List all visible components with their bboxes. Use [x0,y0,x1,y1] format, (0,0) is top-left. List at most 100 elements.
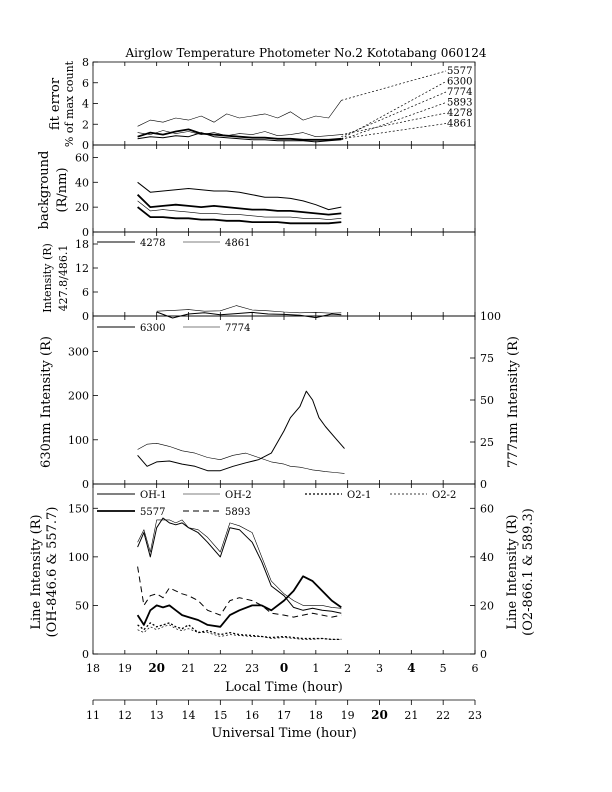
legend-label-4278: 4278 [140,238,165,249]
y-tick-label-left: 60 [75,151,89,164]
series-line-fit-5577 [137,128,342,141]
x-tick-label-local: 23 [245,662,259,675]
y-tick-label-left: 6 [82,77,89,90]
legend-label-oh1: OH-1 [140,490,167,501]
legend-label-7774: 7774 [225,323,250,334]
y-tick-label-left: 6 [82,286,89,299]
y-axis-label-fit-error-units: % of max count [63,60,76,147]
y-tick-label-right: 50 [480,394,494,407]
fit-series-label: 7774 [447,87,472,98]
legend-label-5893: 5893 [225,507,250,518]
legend-label-6300: 6300 [140,323,165,334]
series-line-7774 [137,442,345,474]
x-tick-label-universal: 17 [277,709,291,722]
y-tick-label-left: 0 [82,139,89,152]
y-tick-label-left: 0 [82,310,89,323]
y-axis-label-background-units: (R/nm) [55,167,70,212]
series-line-fit-6300 [137,132,342,143]
y-tick-label-left: 0 [82,478,89,491]
x-tick-label-local: 0 [280,661,288,675]
y-axis-label-line-left: Line Intensity (R) [29,514,44,629]
series-line-4278 [156,311,342,319]
x-tick-label-universal: 13 [150,709,164,722]
y-axis-label-777: 777nm Intensity (R) [506,336,521,468]
panel-frame-red [92,315,476,485]
y-tick-label-left: 4 [82,98,89,111]
x-tick-label-universal: 12 [118,709,132,722]
y-tick-label-left: 0 [82,226,89,239]
series-line-6300 [137,390,345,472]
series-line-bg-lower [137,206,342,225]
y-axis-label-line-left-sub: (OH-846.6 & 557.7) [45,507,60,638]
fit-series-label: 5577 [447,66,472,77]
legend-label-o22: O2-2 [432,490,456,501]
x-tick-label-local: 1 [312,662,319,675]
y-tick-label-left: 100 [68,551,89,564]
y-axis-label-line-right-sub: (O2-866.1 & 589.3) [521,508,536,636]
legend-label-4861: 4861 [225,238,250,249]
series-line-oh1 [137,517,342,614]
fit-series-label: 4278 [447,108,472,119]
x-tick-label-local: 21 [182,662,196,675]
y-axis-label-fit-error: fit error [48,77,63,130]
y-tick-label-left: 0 [82,648,89,661]
series-line-fit-4278 [137,130,342,137]
series-line-4861 [156,305,342,314]
y-tick-label-left: 20 [75,201,89,214]
y-tick-label-left: 2 [82,118,89,131]
series-line-5577 [136,575,342,628]
fit-series-label: 6300 [447,77,472,88]
x-axis-label-universal: Universal Time (hour) [211,726,356,741]
fit-series-label: 5893 [447,98,472,109]
x-tick-label-local: 22 [213,662,227,675]
series-line-bg-mid2 [137,200,342,220]
chart-title: Airglow Temperature Photometer No.2 Koto… [124,46,486,60]
x-tick-label-universal: 18 [309,709,323,722]
y-tick-label-right: 25 [480,436,494,449]
series-line-oh2 [137,519,342,609]
legend-label-oh2: OH-2 [225,490,252,501]
x-tick-label-universal: 22 [436,709,450,722]
fit-leader-line [341,91,447,138]
x-tick-label-local: 3 [376,662,383,675]
fit-series-label: 4861 [447,119,472,130]
x-axis-label-local: Local Time (hour) [225,680,343,695]
y-tick-label-left: 150 [68,502,89,515]
series-line-5893 [137,566,342,618]
fit-leader-line [341,70,447,101]
x-tick-label-local: 18 [86,662,100,675]
y-axis-label-blue: Intensity (R) [41,243,54,313]
series-line-o22 [137,624,342,640]
y-tick-label-right: 0 [480,478,487,491]
y-tick-label-left: 8 [82,56,89,69]
y-tick-label-right: 60 [480,502,494,515]
y-axis-label-background: background [37,151,52,230]
y-tick-label-left: 200 [68,390,89,403]
x-tick-label-universal: 21 [404,709,418,722]
x-tick-label-local: 4 [407,661,415,675]
x-tick-label-local: 20 [148,661,165,675]
x-tick-label-local: 5 [440,662,447,675]
y-tick-label-right: 20 [480,599,494,612]
series-line-fit-4861 [137,100,342,127]
legend-label-o21: O2-1 [347,490,371,501]
y-tick-label-right: 40 [480,551,494,564]
x-tick-label-local: 6 [472,662,479,675]
x-tick-label-universal: 11 [86,709,100,722]
series-line-bg-upper [137,181,342,211]
y-tick-label-left: 50 [75,599,89,612]
fit-leader-line [341,102,447,141]
series-line-bg-mid1 [136,194,342,216]
x-tick-label-universal: 16 [245,709,259,722]
y-axis-label-630: 630nm Intensity (R) [39,336,54,468]
x-tick-label-universal: 15 [213,709,227,722]
y-tick-label-right: 75 [480,352,494,365]
x-tick-label-universal: 19 [341,709,355,722]
x-tick-label-local: 19 [118,662,132,675]
fit-leader-line [341,123,447,140]
fit-leader-line [341,112,447,135]
y-tick-label-left: 12 [75,262,89,275]
x-tick-label-universal: 14 [182,709,196,722]
y-axis-label-line-right: Line Intensity (R) [505,514,520,629]
